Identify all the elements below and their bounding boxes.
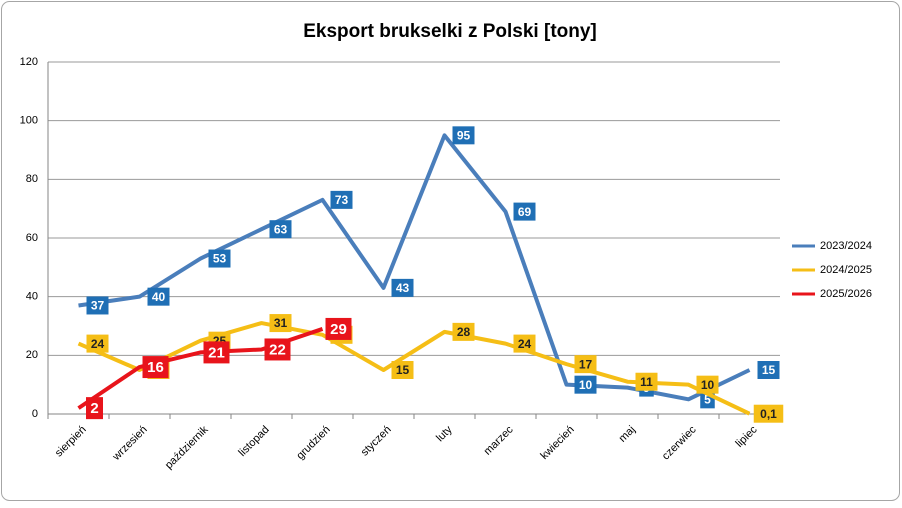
y-tick-label: 0 xyxy=(32,408,38,420)
data-label-box xyxy=(574,375,597,394)
data-label-box xyxy=(391,361,414,379)
chart-title: Eksport brukselki z Polski [tony] xyxy=(303,21,597,42)
data-label: 11 xyxy=(640,375,653,389)
y-tick-label: 100 xyxy=(20,115,38,127)
data-label: 43 xyxy=(396,281,410,295)
data-label-box xyxy=(208,249,231,268)
data-label-box xyxy=(264,338,291,361)
data-label: 2 xyxy=(90,400,98,417)
y-tick-label: 40 xyxy=(26,291,38,303)
y-tick-label: 60 xyxy=(26,232,38,244)
data-label: 16 xyxy=(147,359,164,376)
y-tick-label: 120 xyxy=(20,56,38,68)
data-label-box xyxy=(757,361,780,379)
data-label-box xyxy=(513,202,536,221)
data-label-box xyxy=(269,220,292,239)
data-label: 40 xyxy=(152,290,166,304)
data-label: 15 xyxy=(762,363,776,377)
data-label-box xyxy=(269,314,292,333)
data-label-box xyxy=(452,126,475,145)
data-label-box xyxy=(86,397,103,420)
data-label: 5 xyxy=(704,393,711,407)
data-label: 0,1 xyxy=(760,407,777,421)
data-label: 28 xyxy=(457,325,471,339)
data-label: 15 xyxy=(396,363,410,377)
y-tick-label: 20 xyxy=(26,349,38,361)
data-label-box xyxy=(391,278,414,297)
data-label: 10 xyxy=(701,378,715,392)
data-label-box xyxy=(203,341,230,364)
data-label: 21 xyxy=(208,344,225,361)
data-label-box xyxy=(325,317,352,340)
data-label: 69 xyxy=(518,205,532,219)
data-label-box xyxy=(86,334,109,353)
data-label: 17 xyxy=(579,357,593,371)
data-label-box xyxy=(696,375,719,394)
legend-label: 2025/2026 xyxy=(820,288,872,300)
data-label: 73 xyxy=(335,193,349,207)
data-label: 24 xyxy=(518,337,532,351)
legend-label: 2023/2024 xyxy=(820,240,872,252)
y-tick-label: 80 xyxy=(26,173,38,185)
data-label-box xyxy=(142,356,169,379)
data-label-box xyxy=(147,287,170,306)
data-label-box xyxy=(574,355,597,374)
data-label: 31 xyxy=(274,316,288,330)
data-label-box xyxy=(452,322,475,341)
data-label-box xyxy=(753,404,784,423)
legend-label: 2024/2025 xyxy=(820,264,872,276)
data-label: 24 xyxy=(91,337,105,351)
data-label-box xyxy=(635,372,658,391)
data-label: 10 xyxy=(579,378,593,392)
data-label: 63 xyxy=(274,222,288,236)
data-label: 95 xyxy=(457,129,471,143)
data-label: 29 xyxy=(330,321,347,338)
data-label-box xyxy=(86,296,109,315)
data-label-box xyxy=(330,190,353,209)
data-label: 37 xyxy=(91,299,105,313)
data-label-box xyxy=(513,334,536,353)
data-label: 22 xyxy=(269,341,286,358)
data-label: 53 xyxy=(213,252,227,266)
